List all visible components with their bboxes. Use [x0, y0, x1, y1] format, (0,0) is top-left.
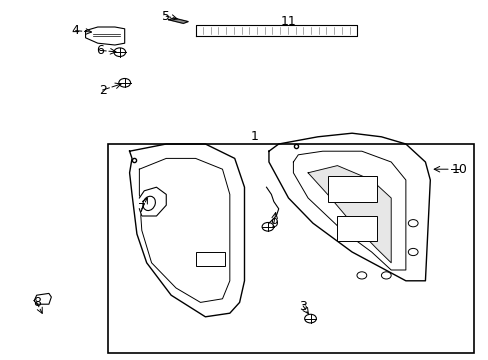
Text: 3: 3: [299, 300, 306, 312]
Text: 4: 4: [72, 24, 80, 37]
Text: 2: 2: [99, 84, 106, 96]
Text: 8: 8: [33, 296, 41, 309]
Bar: [327, 176, 376, 202]
Polygon shape: [168, 18, 188, 23]
Bar: [337, 216, 376, 241]
Text: 6: 6: [96, 44, 104, 57]
Circle shape: [381, 272, 390, 279]
Polygon shape: [195, 25, 356, 36]
Polygon shape: [34, 293, 51, 304]
Text: 1: 1: [250, 130, 258, 143]
Text: 7: 7: [138, 202, 145, 215]
Bar: [107, 144, 473, 353]
Polygon shape: [139, 187, 166, 216]
Text: 9: 9: [269, 217, 277, 230]
Polygon shape: [85, 27, 124, 45]
Text: 5: 5: [162, 10, 170, 23]
Circle shape: [407, 248, 417, 256]
Polygon shape: [307, 166, 390, 263]
Bar: [195, 252, 224, 266]
Text: 11: 11: [280, 15, 296, 28]
Text: 10: 10: [451, 163, 467, 176]
Circle shape: [356, 272, 366, 279]
Circle shape: [407, 220, 417, 227]
